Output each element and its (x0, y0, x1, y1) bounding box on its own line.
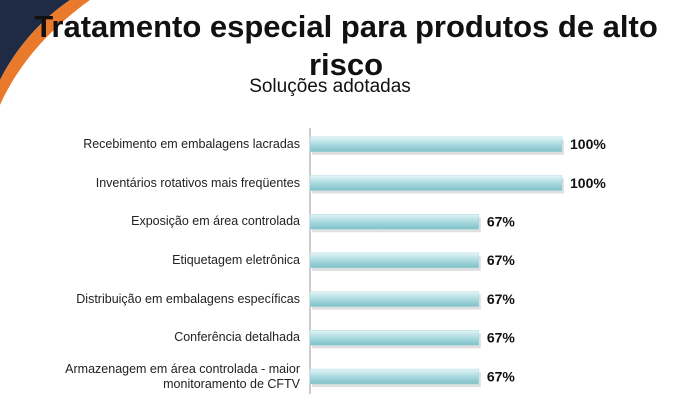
category-label-box: Recebimento em embalagens lacradas (83, 136, 300, 151)
bar (309, 252, 480, 269)
category-label-box: Distribuição em embalagens específicas (76, 291, 300, 306)
bar (309, 368, 480, 385)
bar (309, 291, 480, 307)
category-label: Recebimento em embalagens lacradas (83, 136, 300, 151)
category-label-box: Conferência detalhada (174, 330, 300, 345)
value-label: 67% (487, 213, 516, 229)
category-label-box: Etiquetagem eletrônica (172, 252, 300, 267)
category-label: Armazenagem em área controlada - maior m… (65, 361, 300, 391)
chart-subtitle: Soluções adotadas (249, 76, 411, 97)
bar (309, 175, 563, 191)
value-label: 67% (487, 330, 516, 346)
category-label: Exposição em área controlada (131, 214, 300, 229)
value-label: 67% (487, 368, 516, 384)
bar (309, 214, 480, 230)
value-label: 100% (570, 136, 606, 152)
bar (309, 330, 480, 346)
decor-orange (0, 0, 90, 105)
category-label-box: Inventários rotativos mais freqüentes (95, 175, 300, 190)
value-label: 67% (487, 291, 516, 307)
bar (309, 136, 563, 153)
category-label: Etiquetagem eletrônica (172, 252, 300, 267)
category-label-box: Armazenagem em área controlada - maior m… (65, 361, 300, 391)
category-label: Conferência detalhada (174, 330, 300, 345)
category-label: Distribuição em embalagens específicas (76, 291, 300, 306)
value-label: 100% (570, 175, 606, 191)
category-label-box: Exposição em área controlada (131, 214, 300, 229)
category-label: Inventários rotativos mais freqüentes (95, 175, 300, 190)
value-label: 67% (487, 252, 516, 268)
chart-title: Tratamento especial para produtos de alt… (34, 9, 658, 82)
decor-dark (0, 0, 70, 80)
